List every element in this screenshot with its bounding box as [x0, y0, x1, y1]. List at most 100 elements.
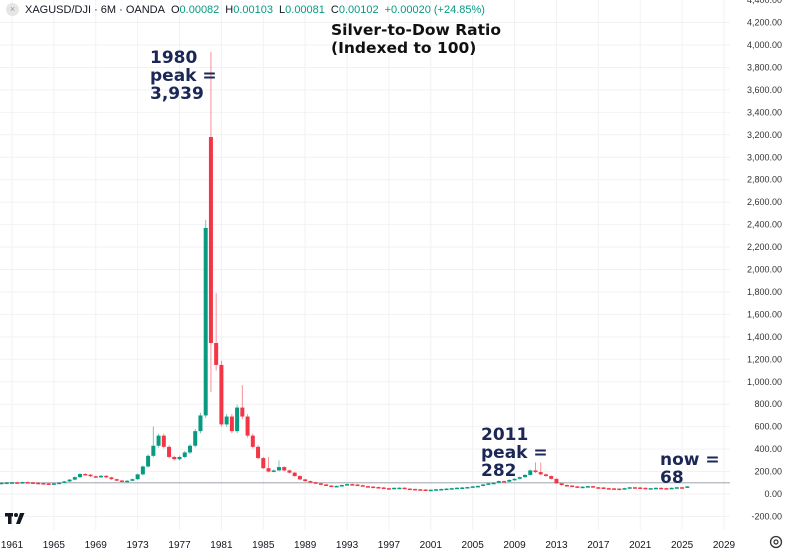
candle-body [460, 487, 465, 489]
y-tick-label: 600.00 [754, 422, 782, 432]
x-tick-label: 1977 [168, 540, 191, 551]
candle-body [685, 486, 690, 488]
candle [523, 474, 528, 478]
y-tick-label: -200.00 [751, 511, 782, 521]
candle [543, 473, 548, 477]
y-tick-label: 3,800.00 [747, 62, 782, 72]
candle-body [25, 482, 30, 484]
candle [334, 485, 339, 488]
candle [229, 413, 234, 434]
candle [381, 487, 386, 489]
candle [57, 482, 62, 485]
y-tick-label: 3,600.00 [747, 85, 782, 95]
close-icon[interactable]: × [6, 3, 19, 16]
candle [119, 479, 124, 483]
low-value: 0.00081 [285, 3, 325, 16]
candle [4, 481, 9, 485]
annotation-line: 68 [660, 468, 684, 488]
candle [83, 473, 88, 476]
candle-body [591, 486, 596, 488]
candle [187, 444, 192, 454]
candle [30, 481, 35, 484]
tradingview-logo[interactable] [5, 513, 25, 524]
candle [287, 469, 292, 474]
candle [156, 433, 161, 448]
candle [413, 488, 418, 491]
candle-body [428, 489, 433, 492]
x-axis: 1961 1965 1969 1973 1977 1981 1985 1989 1993 1997… [1, 540, 736, 551]
symbol-name[interactable]: XAGUSD/DJI · 6M · OANDA [25, 3, 165, 16]
candle [622, 487, 627, 490]
candle [72, 476, 77, 481]
annotation-line: peak = [481, 443, 548, 463]
annotation-2011-peak: 2011 peak = 282 [481, 426, 548, 480]
candle-body [481, 484, 486, 486]
candle [439, 488, 444, 491]
candle-body [627, 487, 632, 489]
candle-body [632, 487, 637, 489]
settings-gear-icon[interactable] [769, 535, 783, 549]
candle-body [292, 472, 297, 477]
candle-body [88, 474, 93, 477]
candle [203, 219, 208, 419]
candle [208, 51, 213, 392]
candle [146, 454, 151, 468]
candle-body [365, 486, 370, 488]
candle-body [114, 479, 119, 481]
candle [674, 486, 679, 489]
candle [0, 482, 4, 485]
candle-body [93, 476, 98, 478]
candle-body [41, 483, 46, 485]
y-tick-label: 1,800.00 [747, 287, 782, 297]
candle [423, 489, 428, 492]
candle-body [250, 435, 255, 447]
candle-body [46, 483, 51, 485]
candle [653, 487, 658, 490]
candle [135, 473, 140, 480]
high-value: 0.00103 [233, 3, 274, 16]
candle-body [245, 416, 250, 436]
candle [172, 455, 177, 461]
candle [20, 481, 25, 484]
candle-body [554, 478, 559, 484]
y-tick-label: 1,000.00 [747, 377, 782, 387]
candle [62, 480, 67, 484]
candle [376, 486, 381, 489]
y-tick-label: 2,400.00 [747, 220, 782, 230]
candle [41, 482, 46, 485]
candle-body [67, 479, 72, 482]
open-label: O [170, 3, 180, 16]
candle-body [224, 416, 229, 425]
candle-body [83, 474, 88, 476]
candle [78, 473, 83, 478]
candle-body [339, 485, 344, 487]
y-tick-label: 2,200.00 [747, 242, 782, 252]
symbol-legend: × XAGUSD/DJI · 6M · OANDA O0.00082 H0.00… [6, 3, 485, 16]
y-tick-label: 200.00 [754, 467, 782, 477]
candle [177, 455, 182, 461]
candle [580, 486, 585, 489]
y-tick-label: 2,600.00 [747, 197, 782, 207]
x-tick-label: 1997 [378, 540, 401, 551]
annotation-line: now = [660, 450, 720, 470]
candle-body [308, 481, 313, 483]
x-tick-label: 1969 [85, 540, 108, 551]
candle [669, 487, 674, 490]
candle-body [659, 487, 664, 490]
candle-body [549, 476, 554, 479]
candle [528, 469, 533, 476]
candle-body [381, 487, 386, 489]
candle-body [287, 470, 292, 473]
candle [104, 475, 109, 479]
candle-body [371, 486, 376, 489]
candle-body [386, 488, 391, 490]
candle-body [439, 488, 444, 491]
candle [606, 487, 611, 490]
candle-body [434, 489, 439, 491]
candle [517, 476, 522, 480]
candle-body [669, 487, 674, 490]
candle-body [392, 487, 397, 490]
candle [486, 482, 491, 485]
candle-body [151, 445, 156, 456]
